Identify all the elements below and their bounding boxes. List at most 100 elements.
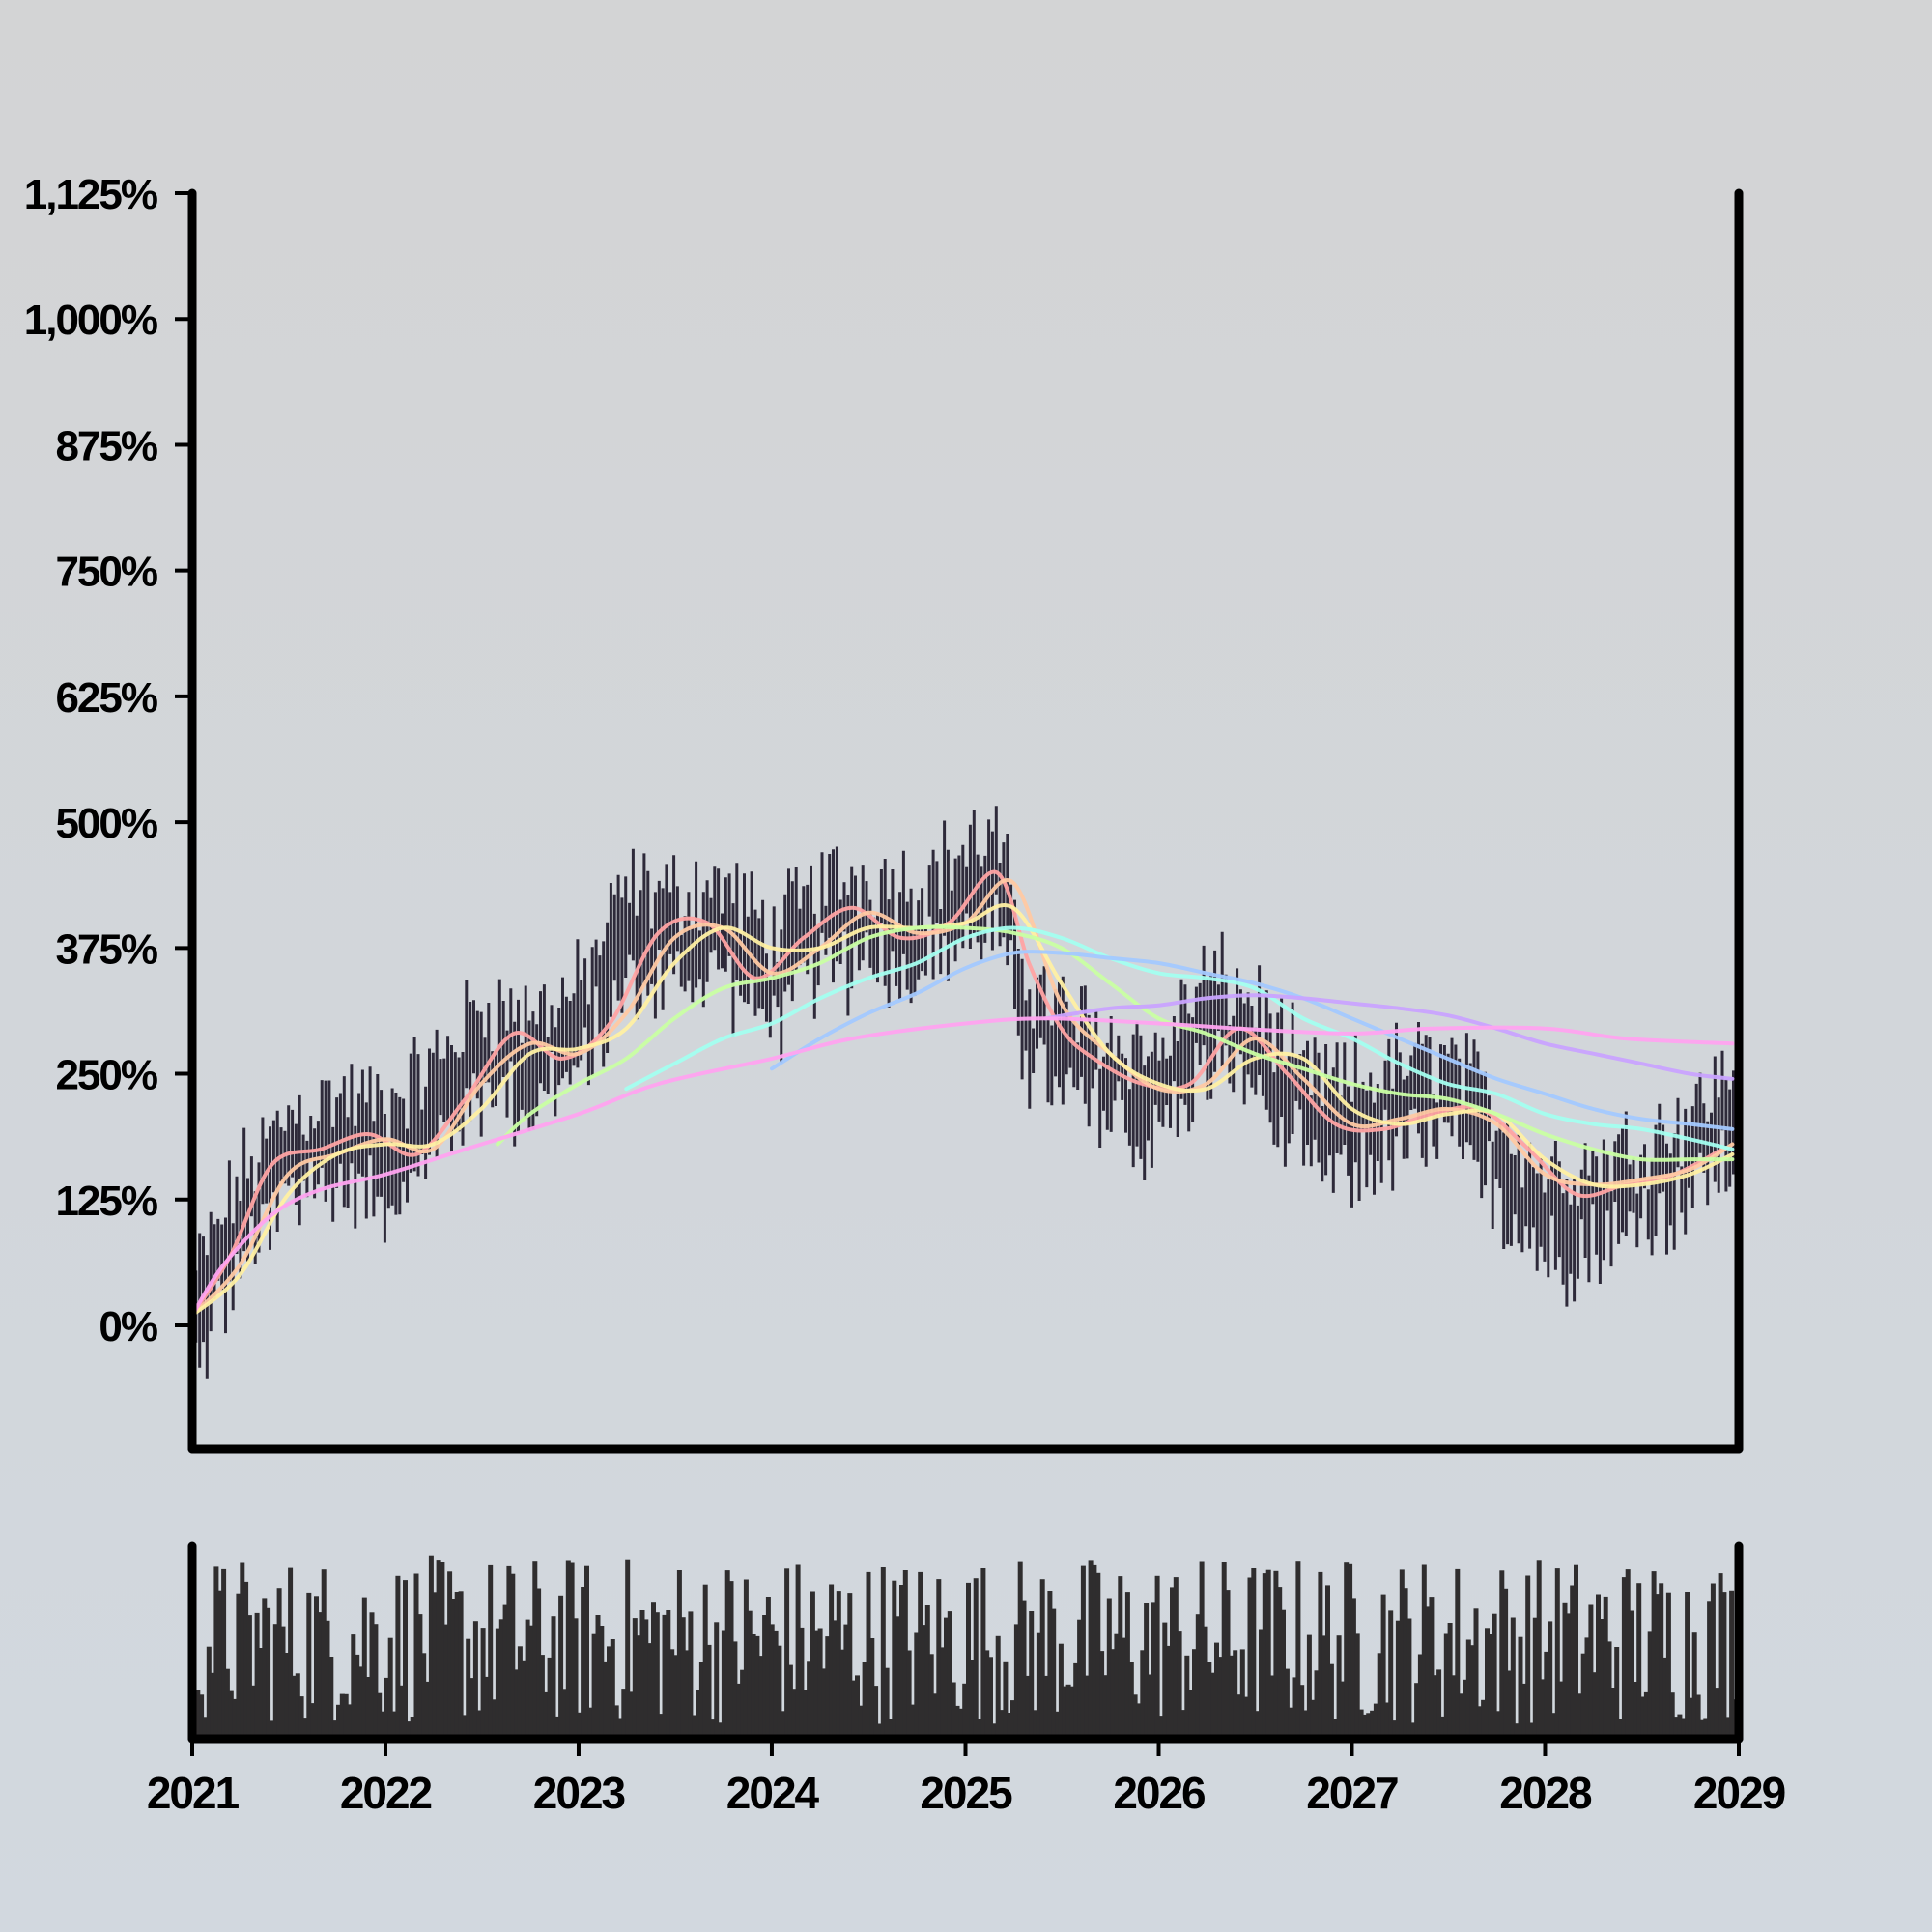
volume-bar [1699,1719,1705,1739]
volume-bar [1392,1720,1398,1739]
volume-bar [406,1721,412,1739]
volume-bar [1299,1685,1305,1739]
y-tick-label: 1,125% [24,171,157,218]
volume-bar [821,1668,827,1739]
volume-bar [381,1711,385,1739]
volume-bar [743,1579,749,1739]
volume-bar [262,1598,268,1739]
volume-bar [736,1683,742,1739]
volume-bar [1370,1710,1376,1739]
volume-bar [488,1564,494,1739]
volume-bar [1677,1714,1683,1739]
volume-bar [1003,1661,1009,1739]
volume-bar [1284,1668,1290,1739]
volume-bar [676,1570,682,1739]
volume-bar [899,1585,904,1739]
volume-bar [206,1646,212,1739]
volume-bar [669,1649,675,1739]
volume-bar [791,1689,797,1739]
volume-bar [432,1592,438,1739]
volume-bar [1328,1663,1334,1739]
volume-bar [1685,1592,1690,1739]
volume-bar [702,1584,708,1739]
volume-bar [692,1715,697,1739]
volume-bar [569,1562,575,1739]
volume-bar [543,1691,549,1739]
volume-bar [636,1635,641,1739]
volume-bar [551,1616,556,1739]
volume-bar [728,1581,734,1739]
volume-bar [651,1602,656,1739]
volume-bar [221,1568,227,1739]
volume-bar [1425,1606,1431,1739]
volume-bar [862,1662,867,1739]
volume-bar [458,1591,464,1739]
volume-bar [195,1690,201,1739]
volume-bar [1562,1602,1568,1739]
volume-bar [1507,1670,1512,1739]
volume-bar [1436,1669,1442,1739]
x-tick-label: 2029 [1693,1768,1785,1818]
volume-bar [754,1635,760,1739]
volume-bar [1099,1651,1105,1739]
volume-bar [843,1624,849,1739]
volume-bar [1092,1564,1097,1739]
volume-bar [1336,1635,1342,1739]
volume-bar [1529,1722,1534,1739]
volume-bar [476,1710,482,1739]
volume-bar [1669,1692,1675,1739]
volume-bar [1707,1601,1713,1739]
volume-bar [1229,1655,1235,1739]
volume-bar [347,1704,353,1739]
volume-bar [999,1710,1005,1739]
volume-bar [1195,1614,1201,1739]
x-tick-label: 2026 [1113,1768,1205,1818]
volume-bar [980,1568,986,1739]
volume-bar [514,1669,520,1739]
volume-bar [1247,1577,1253,1739]
volume-bar [1265,1569,1271,1739]
volume-bar [724,1570,730,1739]
volume-bar [839,1649,845,1739]
volume-bar [1350,1598,1356,1739]
y-tick-label: 250% [55,1052,156,1099]
volume-bar [591,1633,597,1739]
volume-bar [1151,1602,1156,1739]
volume-bar [270,1720,274,1739]
volume-bar [832,1620,838,1739]
x-tick-label: 2023 [533,1768,625,1818]
volume-bar [1548,1621,1553,1739]
volume-bar [1410,1722,1416,1739]
volume-bar [306,1592,312,1739]
volume-bar [740,1669,746,1739]
volume-bar [1036,1632,1041,1739]
volume-bar [714,1622,720,1739]
volume-bar [1640,1696,1646,1739]
volume-bar [332,1720,338,1739]
volume-bar [1588,1604,1594,1739]
volume-bar [1084,1675,1090,1739]
volume-bar [258,1648,264,1739]
volume-bar [1318,1571,1323,1739]
volume-bar [1180,1710,1186,1739]
volume-bar [1013,1624,1019,1739]
volume-bar [532,1561,538,1739]
volume-bar [1203,1626,1208,1739]
volume-bar [1259,1629,1264,1739]
y-tick-label: 1,000% [24,297,157,344]
moving-average-50 [496,924,1735,1162]
volume-bar [280,1626,286,1739]
volume-bar [880,1567,886,1739]
volume-bar [1596,1594,1601,1739]
volume-bar [684,1650,690,1739]
volume-bar [1106,1598,1112,1739]
volume-bar [1354,1633,1360,1739]
volume-bar [784,1568,790,1739]
volume-bar [484,1676,490,1739]
volume-bar [977,1719,982,1739]
axes [187,188,1744,1744]
volume-bar [1406,1618,1412,1739]
volume-bar [403,1580,408,1739]
volume-bar [747,1610,753,1739]
moving-average-100 [624,925,1735,1151]
